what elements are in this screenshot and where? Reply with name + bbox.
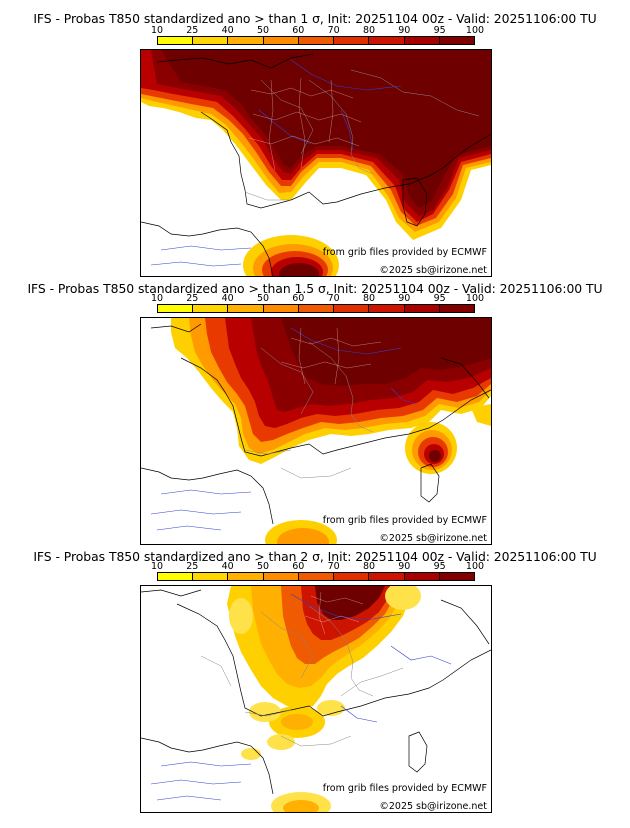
copyright-credit: ©2025 sb@irizone.net [379, 533, 487, 544]
map-panel-1-5sigma: IFS - Probas T850 standardized ano > tha… [0, 276, 630, 548]
colorbar-segment [193, 305, 229, 312]
panel-title: IFS - Probas T850 standardized ano > tha… [33, 11, 597, 26]
colorbar-tick: 40 [221, 293, 234, 304]
colorbar-segment [439, 573, 474, 580]
colorbar-segment [263, 37, 299, 44]
colorbar-segment [404, 305, 440, 312]
colorbar-tick: 90 [398, 25, 411, 36]
probability-field [171, 318, 491, 544]
coastlines [141, 589, 491, 795]
probability-map: from grib files provided by ECMWF ©2025 … [140, 49, 492, 277]
probability-map: from grib files provided by ECMWF ©2025 … [140, 585, 492, 813]
map-svg [141, 50, 491, 276]
map-svg [141, 318, 491, 544]
colorbar-bar [157, 36, 475, 45]
colorbar-tick: 40 [221, 25, 234, 36]
colorbar-segment [334, 305, 370, 312]
colorbar-segment [369, 305, 405, 312]
rivers [150, 593, 452, 801]
borders [244, 69, 480, 201]
colorbar-tick: 50 [256, 561, 270, 572]
colorbar-tick: 90 [398, 561, 411, 572]
colorbar-tick: 70 [327, 561, 340, 572]
colorbar-segment [404, 37, 440, 44]
colorbar-tick: 10 [150, 25, 164, 36]
panel-title: IFS - Probas T850 standardized ano > tha… [33, 549, 597, 564]
probability-map: from grib files provided by ECMWF ©2025 … [140, 317, 492, 545]
coastlines [141, 323, 491, 525]
colorbar-segment [439, 37, 474, 44]
colorbar-segment [158, 305, 194, 312]
data-source-credit: from grib files provided by ECMWF [322, 783, 487, 794]
colorbar-tick: 100 [465, 561, 485, 572]
colorbar-bar [157, 572, 475, 581]
colorbar-tick: 25 [186, 25, 199, 36]
colorbar-segment [404, 573, 440, 580]
borders [244, 341, 374, 479]
colorbar-segment [228, 37, 264, 44]
colorbar-tick: 95 [433, 561, 446, 572]
province-outlines [304, 591, 364, 635]
copyright-credit: ©2025 sb@irizone.net [379, 265, 487, 276]
colorbar-tick: 100 [465, 25, 485, 36]
colorbar-tick: 10 [150, 293, 164, 304]
probability-field [227, 586, 421, 812]
colorbar-segment [263, 573, 299, 580]
colorbar-tick: 95 [433, 25, 446, 36]
colorbar-tick: 95 [433, 293, 446, 304]
colorbar-tick: 10 [150, 561, 164, 572]
colorbar-tick: 25 [186, 561, 199, 572]
province-outlines [280, 327, 382, 385]
colorbar-tick: 80 [362, 561, 376, 572]
colorbar-segment [228, 305, 264, 312]
colorbar-segment [334, 37, 370, 44]
colorbar-tick: 90 [398, 293, 411, 304]
province-outlines [248, 77, 362, 171]
borders [200, 605, 404, 747]
colorbar-tick: 40 [221, 561, 234, 572]
colorbar-tick: 80 [362, 25, 376, 36]
colorbar-tick: 50 [256, 25, 270, 36]
map-panel-1sigma: IFS - Probas T850 standardized ano > tha… [0, 0, 630, 280]
colorbar-segment [369, 37, 405, 44]
rivers [150, 327, 418, 531]
colorbar-segment [158, 573, 194, 580]
colorbar-tick: 60 [292, 293, 305, 304]
colorbar-tick: 70 [327, 293, 340, 304]
colorbar-segment [439, 305, 474, 312]
colorbar-segment [369, 573, 405, 580]
colorbar-segment [263, 305, 299, 312]
colorbar: 10 25 40 50 60 70 80 90 95 100 [151, 293, 484, 314]
colorbar-tick: 50 [256, 293, 270, 304]
colorbar-tick: 80 [362, 293, 376, 304]
colorbar-segment [193, 573, 229, 580]
colorbar: 10 25 40 50 60 70 80 90 95 100 [151, 25, 484, 46]
panel-title: IFS - Probas T850 standardized ano > tha… [27, 281, 603, 296]
map-svg [141, 586, 491, 812]
colorbar-segment [298, 573, 335, 580]
colorbar-tick: 25 [186, 293, 199, 304]
colorbar-tick: 100 [465, 293, 485, 304]
probability-field [141, 50, 491, 276]
colorbar-segment [158, 37, 194, 44]
colorbar-bar [157, 304, 475, 313]
colorbar-segment [193, 37, 229, 44]
copyright-credit: ©2025 sb@irizone.net [379, 801, 487, 812]
data-source-credit: from grib files provided by ECMWF [322, 247, 487, 258]
colorbar-tick: 60 [292, 25, 305, 36]
colorbar-tick: 60 [292, 561, 305, 572]
coastlines [141, 53, 491, 276]
colorbar-segment [298, 305, 335, 312]
data-source-credit: from grib files provided by ECMWF [322, 515, 487, 526]
colorbar: 10 25 40 50 60 70 80 90 95 100 [151, 561, 484, 582]
colorbar-segment [228, 573, 264, 580]
colorbar-tick: 70 [327, 25, 340, 36]
colorbar-segment [334, 573, 370, 580]
colorbar-segment [298, 37, 335, 44]
map-panel-2sigma: IFS - Probas T850 standardized ano > tha… [0, 545, 630, 828]
